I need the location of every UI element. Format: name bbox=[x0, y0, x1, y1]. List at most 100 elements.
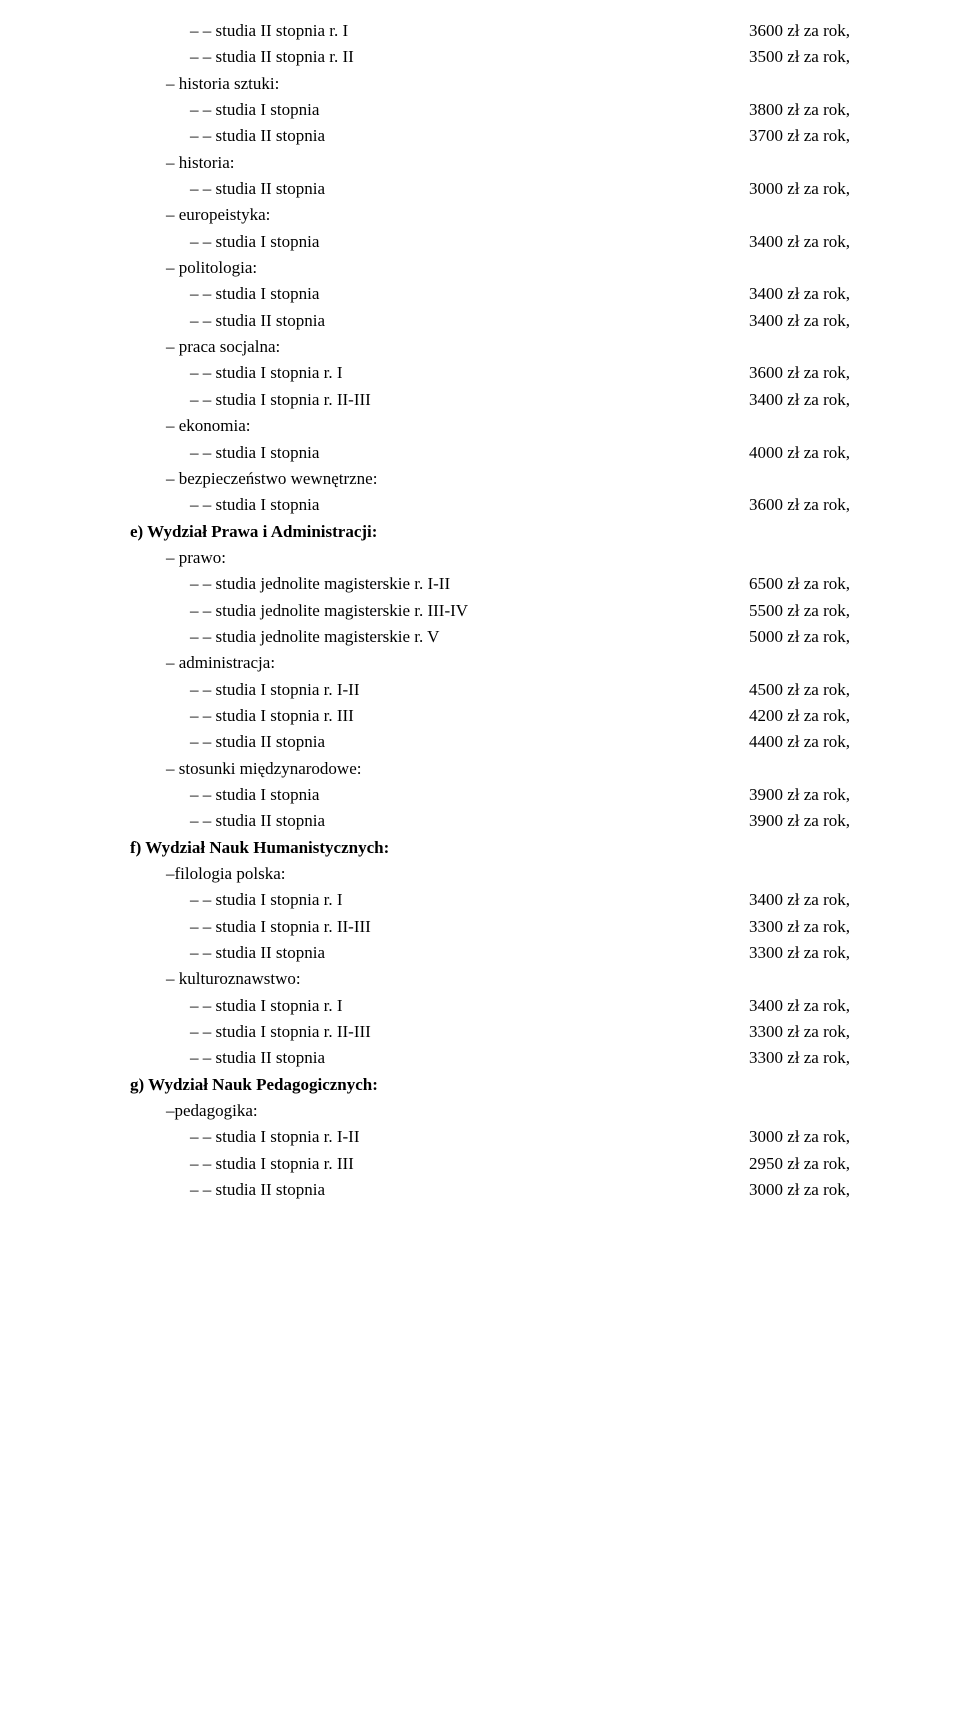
list-item-label: – bezpieczeństwo wewnętrzne: bbox=[130, 466, 377, 492]
list-row: – – studia I stopnia r. I 3600 zł za rok, bbox=[130, 360, 850, 386]
list-item-label: – – studia I stopnia bbox=[130, 229, 319, 255]
price-value: 3600 zł za rok, bbox=[729, 360, 850, 386]
list-item-label: – prawo: bbox=[130, 545, 226, 571]
list-row: f) Wydział Nauk Humanistycznych: bbox=[130, 835, 850, 861]
list-row: – – studia II stopnia 3400 zł za rok, bbox=[130, 308, 850, 334]
price-value: 3400 zł za rok, bbox=[729, 993, 850, 1019]
list-item-label: – kulturoznawstwo: bbox=[130, 966, 301, 992]
list-item-label: –pedagogika: bbox=[130, 1098, 258, 1124]
list-row: – – studia I stopnia r. I 3400 zł za rok, bbox=[130, 993, 850, 1019]
list-row: – prawo: bbox=[130, 545, 850, 571]
list-item-label: – stosunki międzynarodowe: bbox=[130, 756, 361, 782]
price-value: 3700 zł za rok, bbox=[729, 123, 850, 149]
list-item-label: – – studia II stopnia r. II bbox=[130, 44, 354, 70]
price-value: 3400 zł za rok, bbox=[729, 387, 850, 413]
list-item-label: – – studia I stopnia bbox=[130, 97, 319, 123]
list-item-label: –filologia polska: bbox=[130, 861, 285, 887]
list-row: – – studia II stopnia 3900 zł za rok, bbox=[130, 808, 850, 834]
list-row: – – studia I stopnia r. III2950 zł za ro… bbox=[130, 1151, 850, 1177]
list-row: – historia sztuki: bbox=[130, 71, 850, 97]
section-heading: e) Wydział Prawa i Administracji: bbox=[130, 519, 377, 545]
list-row: – stosunki międzynarodowe: bbox=[130, 756, 850, 782]
list-row: – – studia II stopnia r. I 3600 zł za rok… bbox=[130, 18, 850, 44]
list-item-label: – – studia II stopnia bbox=[130, 1177, 325, 1203]
list-item-label: – historia sztuki: bbox=[130, 71, 279, 97]
price-value: 4400 zł za rok, bbox=[729, 729, 850, 755]
list-item-label: – historia: bbox=[130, 150, 234, 176]
list-item-label: – – studia II stopnia bbox=[130, 808, 325, 834]
list-item-label: – – studia II stopnia bbox=[130, 123, 325, 149]
list-item-label: – – studia II stopnia r. I bbox=[130, 18, 348, 44]
list-row: – ekonomia: bbox=[130, 413, 850, 439]
list-item-label: – – studia II stopnia bbox=[130, 1045, 325, 1071]
list-row: – praca socjalna: bbox=[130, 334, 850, 360]
list-item-label: – – studia I stopnia r. I-II bbox=[130, 1124, 360, 1150]
list-item-label: – politologia: bbox=[130, 255, 257, 281]
list-row: – – studia I stopnia3900 zł za rok, bbox=[130, 782, 850, 808]
price-value: 3000 zł za rok, bbox=[729, 1177, 850, 1203]
price-value: 3400 zł za rok, bbox=[729, 887, 850, 913]
list-row: – – studia I stopnia r. III 4200 zł za ro… bbox=[130, 703, 850, 729]
list-item-label: – – studia I stopnia r. I bbox=[130, 993, 343, 1019]
list-item-label: – – studia I stopnia r. I bbox=[130, 887, 343, 913]
list-item-label: – – studia II stopnia bbox=[130, 940, 325, 966]
list-item-label: – – studia I stopnia r. I-II bbox=[130, 677, 360, 703]
price-value: 4000 zł za rok, bbox=[729, 440, 850, 466]
list-row: – – studia II stopnia 4400 zł za rok, bbox=[130, 729, 850, 755]
section-heading: f) Wydział Nauk Humanistycznych: bbox=[130, 835, 389, 861]
list-row: – – studia II stopnia 3000 zł za rok, bbox=[130, 1177, 850, 1203]
list-row: – – studia jednolite magisterskie r. I-I… bbox=[130, 571, 850, 597]
list-item-label: – administracja: bbox=[130, 650, 275, 676]
price-value: 3900 zł za rok, bbox=[729, 808, 850, 834]
list-row: – – studia II stopnia 3000 zł za rok, bbox=[130, 176, 850, 202]
list-row: – – studia I stopnia r. I-II 4500 zł za r… bbox=[130, 677, 850, 703]
list-row: g) Wydział Nauk Pedagogicznych: bbox=[130, 1072, 850, 1098]
list-item-label: – – studia I stopnia r. I bbox=[130, 360, 343, 386]
list-row: e) Wydział Prawa i Administracji: bbox=[130, 519, 850, 545]
price-value: 3600 zł za rok, bbox=[729, 18, 850, 44]
list-row: – europeistyka: bbox=[130, 202, 850, 228]
price-value: 3300 zł za rok, bbox=[729, 1019, 850, 1045]
list-item-label: – – studia I stopnia bbox=[130, 281, 319, 307]
list-item-label: – – studia I stopnia r. III bbox=[130, 703, 354, 729]
list-item-label: – – studia II stopnia bbox=[130, 729, 325, 755]
list-item-label: – – studia I stopnia r. II-III bbox=[130, 914, 371, 940]
list-row: – – studia I stopnia 4000 zł za rok, bbox=[130, 440, 850, 466]
price-value: 3900 zł za rok, bbox=[729, 782, 850, 808]
price-value: 3400 zł za rok, bbox=[729, 308, 850, 334]
list-item-label: – – studia I stopnia r. II-III bbox=[130, 1019, 371, 1045]
list-row: – historia: bbox=[130, 150, 850, 176]
section-heading: g) Wydział Nauk Pedagogicznych: bbox=[130, 1072, 378, 1098]
price-value: 4500 zł za rok, bbox=[729, 677, 850, 703]
price-value: 3800 zł za rok, bbox=[729, 97, 850, 123]
price-value: 3300 zł za rok, bbox=[729, 940, 850, 966]
list-item-label: – – studia I stopnia bbox=[130, 492, 319, 518]
price-value: 3300 zł za rok, bbox=[729, 914, 850, 940]
list-row: – – studia jednolite magisterskie r. V50… bbox=[130, 624, 850, 650]
list-row: – – studia II stopnia 3700 zł za rok, bbox=[130, 123, 850, 149]
list-item-label: – – studia II stopnia bbox=[130, 176, 325, 202]
price-value: 5500 zł za rok, bbox=[729, 598, 850, 624]
list-row: – – studia I stopnia 3600 zł za rok, bbox=[130, 492, 850, 518]
list-row: – – studia jednolite magisterskie r. III… bbox=[130, 598, 850, 624]
price-value: 5000 zł za rok, bbox=[729, 624, 850, 650]
price-value: 4200 zł za rok, bbox=[729, 703, 850, 729]
list-row: – administracja: bbox=[130, 650, 850, 676]
list-row: – – studia I stopnia r. II-III 3300 zł za… bbox=[130, 914, 850, 940]
price-value: 3400 zł za rok, bbox=[729, 229, 850, 255]
list-item-label: – europeistyka: bbox=[130, 202, 270, 228]
list-row: – politologia: bbox=[130, 255, 850, 281]
list-row: – – studia I stopnia 3800 zł za rok, bbox=[130, 97, 850, 123]
price-value: 3000 zł za rok, bbox=[729, 176, 850, 202]
price-value: 2950 zł za rok, bbox=[729, 1151, 850, 1177]
list-row: – – studia I stopnia r. I 3400 zł za rok, bbox=[130, 887, 850, 913]
list-row: – – studia I stopnia 3400 zł za rok, bbox=[130, 229, 850, 255]
list-item-label: – – studia I stopnia bbox=[130, 440, 319, 466]
list-row: – – studia I stopnia r. II-III 3300 zł za… bbox=[130, 1019, 850, 1045]
list-row: – bezpieczeństwo wewnętrzne: bbox=[130, 466, 850, 492]
price-value: 3300 zł za rok, bbox=[729, 1045, 850, 1071]
list-row: – – studia II stopnia r. II3500 zł za ro… bbox=[130, 44, 850, 70]
list-item-label: – – studia II stopnia bbox=[130, 308, 325, 334]
price-value: 3600 zł za rok, bbox=[729, 492, 850, 518]
list-item-label: – praca socjalna: bbox=[130, 334, 280, 360]
